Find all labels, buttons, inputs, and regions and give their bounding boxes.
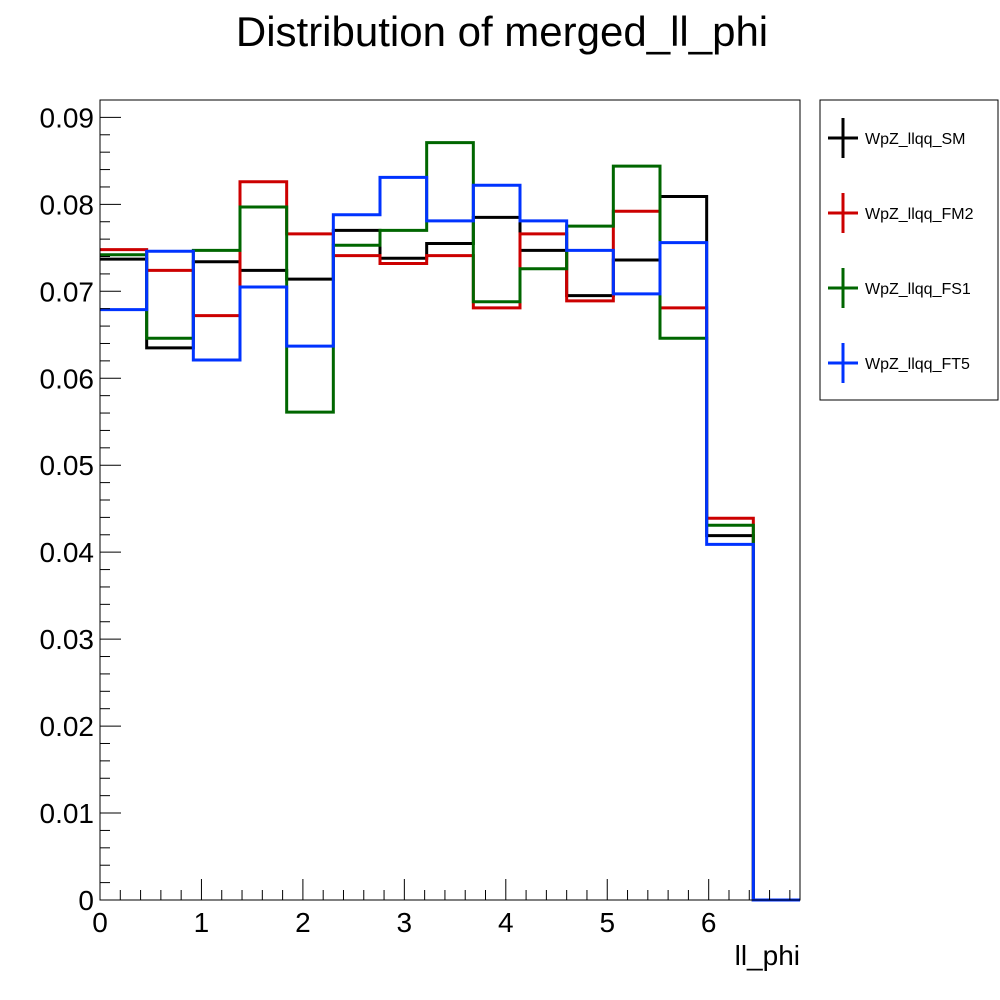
- y-tick-label: 0.08: [40, 189, 95, 220]
- legend-entries: WpZ_llqq_SM WpZ_llqq_FM2 WpZ_llqq_FS1 WpZ_l…: [828, 118, 974, 383]
- y-tick-label: 0.02: [40, 711, 95, 742]
- y-tick-label: 0.06: [40, 363, 95, 394]
- x-tick-label: 5: [599, 907, 615, 938]
- x-tick-label: 3: [397, 907, 413, 938]
- chart-title: Distribution of merged_ll_phi: [236, 8, 768, 55]
- y-tick-label: 0.05: [40, 450, 95, 481]
- x-tick-label: 1: [194, 907, 210, 938]
- series-line: [100, 141, 800, 902]
- series-layer: [100, 141, 800, 902]
- legend-label: WpZ_llqq_SM: [865, 131, 965, 148]
- legend-entry: WpZ_llqq_FM2: [828, 193, 974, 233]
- legend-label: WpZ_llqq_FS1: [865, 281, 971, 298]
- y-tick-label: 0: [78, 885, 94, 916]
- x-tick-label: 2: [295, 907, 311, 938]
- legend-entry: WpZ_llqq_FS1: [828, 268, 971, 308]
- y-tick-label: 0.07: [40, 276, 95, 307]
- y-tick-label: 0.04: [40, 537, 95, 568]
- series-line: [100, 195, 800, 902]
- series-WpZ_llqq_FS1: [100, 141, 800, 902]
- y-tick-label: 0.09: [40, 102, 95, 133]
- y-tick-label: 0.03: [40, 624, 95, 655]
- x-tick-label: 6: [701, 907, 717, 938]
- series-WpZ_llqq_FM2: [100, 180, 800, 902]
- legend: WpZ_llqq_SM WpZ_llqq_FM2 WpZ_llqq_FS1 WpZ_l…: [819, 99, 999, 401]
- legend-label: WpZ_llqq_FT5: [865, 356, 970, 373]
- legend-entry: WpZ_llqq_SM: [828, 118, 965, 158]
- legend-box: [819, 99, 999, 401]
- x-tick-label: 4: [498, 907, 514, 938]
- y-tick-label: 0.01: [40, 798, 95, 829]
- x-axis-label: ll_phi: [735, 940, 800, 971]
- series-line: [100, 175, 800, 902]
- series-WpZ_llqq_FT5: [100, 175, 800, 902]
- x-tick-label: 0: [92, 907, 108, 938]
- series-WpZ_llqq_SM: [100, 195, 800, 902]
- legend-entry: WpZ_llqq_FT5: [828, 343, 970, 383]
- legend-label: WpZ_llqq_FM2: [865, 206, 974, 223]
- series-line: [100, 180, 800, 902]
- axes-layer: 0 0.01 0.02 0.03 0.04 0.05 0.06 0.07 0.08 0.09 0 1 2…: [40, 99, 791, 938]
